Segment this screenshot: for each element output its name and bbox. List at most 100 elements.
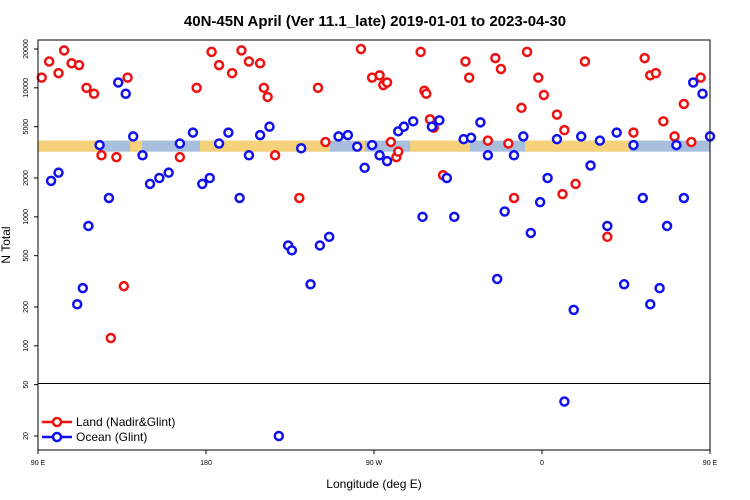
- land-point: [312, 82, 324, 94]
- land-point: [686, 136, 697, 148]
- ocean-point: [525, 227, 537, 239]
- ocean-point: [434, 115, 445, 126]
- ocean-point: [441, 172, 453, 184]
- ocean-point: [508, 150, 520, 161]
- land-point: [460, 56, 471, 67]
- ocean-point: [499, 206, 510, 217]
- land-point: [579, 56, 591, 67]
- land-point: [570, 178, 581, 190]
- land-point: [206, 46, 217, 58]
- land-point: [650, 67, 662, 79]
- land-point: [385, 136, 397, 148]
- land-point: [695, 72, 706, 83]
- land-point: [254, 58, 266, 69]
- ocean-point: [264, 121, 275, 132]
- land-point: [105, 332, 117, 344]
- ocean-point: [94, 139, 105, 151]
- land-point: [269, 150, 281, 161]
- land-point: [503, 138, 514, 149]
- ocean-point: [407, 116, 419, 127]
- y-tick-label: 2000: [23, 170, 30, 186]
- legend-ocean-marker: [51, 431, 63, 443]
- ocean-point: [671, 139, 682, 151]
- ocean-point: [174, 138, 186, 149]
- land-point: [490, 52, 501, 64]
- land-point: [557, 188, 568, 200]
- ocean-point: [120, 88, 131, 99]
- land-point: [669, 131, 680, 142]
- ocean-point: [295, 143, 307, 154]
- land-point: [516, 102, 527, 114]
- land-point: [243, 56, 255, 67]
- land-point: [43, 56, 55, 67]
- land-point: [191, 82, 202, 94]
- ocean-point: [482, 150, 494, 161]
- ocean-point: [223, 127, 234, 138]
- land-point: [533, 72, 544, 83]
- band-land-segment: [525, 140, 630, 152]
- y-axis-label: N Total: [0, 226, 13, 263]
- y-axis: 20 50 100 200 500 1000 2000 5000 10000 20000: [23, 39, 38, 440]
- ocean-point: [426, 121, 438, 132]
- land-point: [111, 151, 122, 163]
- land-point: [73, 59, 85, 71]
- ocean-point: [417, 211, 428, 223]
- ocean-point: [113, 77, 124, 88]
- ocean-point: [323, 231, 335, 243]
- ocean-point: [611, 127, 622, 138]
- land-point: [236, 45, 247, 56]
- ocean-point: [213, 138, 225, 149]
- ocean-point: [618, 279, 630, 290]
- x-axis: 90 E 180 90 W 0 90 E: [31, 450, 718, 467]
- x-tick-label: 0: [540, 460, 544, 467]
- ocean-point: [333, 131, 344, 142]
- land-point: [53, 67, 64, 79]
- ocean-point: [243, 150, 255, 161]
- ocean-point: [628, 139, 639, 151]
- land-point: [658, 116, 669, 127]
- legend-land-label: Land (Nadir&Glint): [76, 415, 175, 429]
- land-point: [118, 280, 130, 292]
- land-point: [58, 45, 70, 56]
- ocean-point: [654, 282, 665, 294]
- land-point: [381, 77, 393, 88]
- legend-land-marker: [51, 416, 63, 428]
- land-point: [415, 46, 426, 58]
- chart-title: 40N-45N April (Ver 11.1_late) 2019-01-01…: [184, 13, 566, 30]
- land-point: [320, 136, 331, 148]
- ocean-point: [137, 150, 148, 161]
- ocean-point: [83, 220, 94, 232]
- land-point: [639, 52, 650, 64]
- ocean-point: [697, 88, 708, 99]
- ocean-point: [551, 133, 563, 145]
- land-point: [421, 88, 432, 99]
- ocean-point: [594, 135, 606, 146]
- ocean-point: [71, 299, 83, 310]
- data-points: [36, 43, 716, 442]
- land-point: [262, 91, 273, 103]
- ocean-point: [575, 131, 587, 142]
- land-point: [174, 151, 186, 163]
- ocean-point: [359, 162, 370, 174]
- band-land-segment: [200, 140, 330, 152]
- land-point: [463, 72, 475, 83]
- ocean-point: [45, 175, 57, 187]
- y-tick-label: 1000: [23, 209, 30, 225]
- ocean-point: [351, 141, 363, 152]
- land-point: [213, 59, 225, 71]
- ocean-point: [286, 245, 298, 256]
- ocean-point: [661, 220, 673, 232]
- ocean-point: [273, 430, 285, 442]
- ocean-point: [381, 155, 393, 167]
- x-tick-label: 90 E: [31, 460, 46, 467]
- x-tick-label: 90 W: [366, 460, 383, 467]
- band-land-segment: [38, 140, 100, 152]
- band-land-segment: [410, 140, 470, 152]
- ocean-point: [568, 304, 579, 316]
- x-axis-label: Longitude (deg E): [326, 477, 421, 491]
- ocean-point: [374, 150, 385, 161]
- land-point: [258, 82, 270, 94]
- ocean-point: [163, 167, 174, 178]
- ocean-point: [144, 178, 156, 190]
- plot-frame: [37, 39, 711, 451]
